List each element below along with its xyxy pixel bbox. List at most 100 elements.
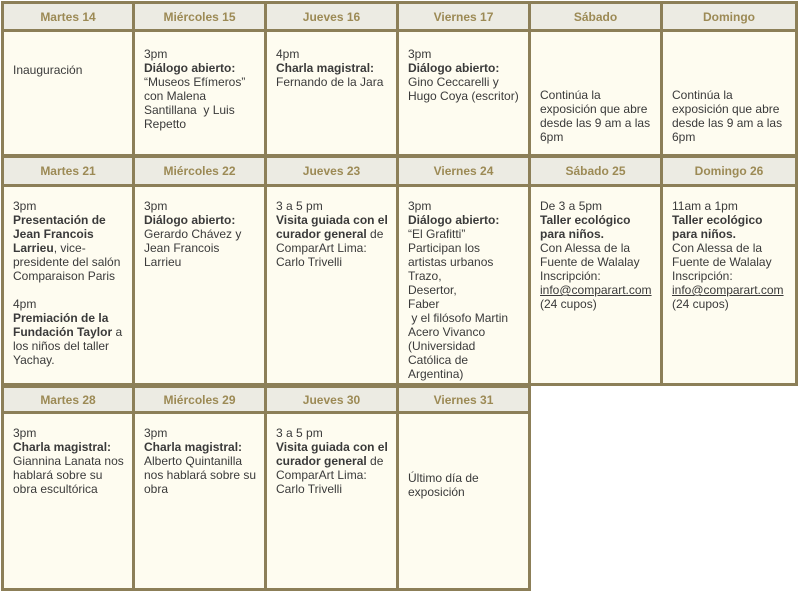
event-title: Fundación Taylor bbox=[13, 325, 113, 339]
event-text: Gino Ceccarelli y bbox=[408, 75, 499, 89]
event-line: 3pm bbox=[13, 199, 132, 213]
event-text: De 3 a 5pm bbox=[540, 199, 603, 213]
day-events: Continúa la exposición que abre desde las … bbox=[660, 29, 798, 157]
event-title: Diálogo abierto: bbox=[144, 61, 236, 75]
event-text: ComparArt Lima: bbox=[276, 468, 367, 482]
event-title: Charla magistral: bbox=[276, 61, 375, 75]
email-link[interactable]: info@comparart.com bbox=[540, 283, 652, 297]
event-line: Trazo, bbox=[408, 269, 528, 283]
event-title: para niños. bbox=[540, 227, 605, 241]
day-events: 3pm Diálogo abierto: Gerardo Chávez y Jean … bbox=[132, 184, 267, 386]
event-text: (24 cupos) bbox=[540, 297, 597, 311]
event-line: presidente del salón bbox=[13, 255, 132, 269]
event-line: Inscripción: bbox=[540, 269, 660, 283]
event-line: info@comparart.com bbox=[540, 283, 660, 297]
day-events: 3pm Diálogo abierto: “Museos Efímeros” con … bbox=[132, 29, 267, 157]
event-text: Larrieu bbox=[144, 255, 182, 269]
event-line: Participan los bbox=[408, 241, 528, 255]
event-text: obra escultórica bbox=[13, 482, 98, 496]
event-line: y el filósofo Martin bbox=[408, 311, 528, 325]
event-line: Larrieu bbox=[144, 255, 264, 269]
event-text: de bbox=[366, 227, 384, 241]
event-line: Inauguración bbox=[13, 63, 132, 77]
event-text: 3 a 5 pm bbox=[276, 199, 323, 213]
event-text: Con Alessa de la bbox=[540, 241, 631, 255]
day-events: Continúa la exposición que abre desde las … bbox=[528, 29, 663, 157]
event-text: de bbox=[366, 454, 384, 468]
event-title: curador general bbox=[276, 454, 367, 468]
event-line: Carlo Trivelli bbox=[276, 482, 396, 496]
event-line: De 3 a 5pm bbox=[540, 199, 660, 213]
email-link[interactable]: info@comparart.com bbox=[672, 283, 784, 297]
event-line: Con Alessa de la bbox=[540, 241, 660, 255]
event-text: y el filósofo Martin bbox=[408, 311, 509, 325]
event-text: 3pm bbox=[144, 47, 168, 61]
event-line: desde las 9 am a las bbox=[672, 116, 795, 130]
event-text: Argentina) bbox=[408, 367, 464, 381]
event-title: Premiación de la bbox=[13, 311, 109, 325]
event-line: para niños. bbox=[540, 227, 660, 241]
day-header: Jueves 30 bbox=[264, 385, 399, 414]
event-text: Último día de bbox=[408, 471, 479, 485]
event-text: presidente del salón bbox=[13, 255, 121, 269]
event-line: Fernando de la Jara bbox=[276, 75, 396, 89]
day-events: De 3 a 5pm Taller ecológico para niños. Con… bbox=[528, 184, 663, 386]
event-text: exposición que abre bbox=[540, 102, 648, 116]
event-line: obra bbox=[144, 482, 264, 496]
event-line: Fuente de Walalay bbox=[540, 255, 660, 269]
event-line bbox=[13, 283, 132, 297]
event-text: nos hablará sobre su bbox=[144, 468, 257, 482]
event-line: Alberto Quintanilla bbox=[144, 454, 264, 468]
event-line: Charla magistral: bbox=[13, 440, 132, 454]
event-line: Argentina) bbox=[408, 367, 528, 381]
day-header: Viernes 17 bbox=[396, 1, 531, 32]
event-text: Continúa la bbox=[540, 88, 601, 102]
event-line: Gino Ceccarelli y bbox=[408, 75, 528, 89]
event-text: Acero Vivanco bbox=[408, 325, 486, 339]
event-text: a bbox=[112, 325, 123, 339]
event-text: Continúa la bbox=[672, 88, 733, 102]
event-text: Participan los bbox=[408, 241, 481, 255]
event-text: 3pm bbox=[408, 47, 432, 61]
event-line: 3 a 5 pm bbox=[276, 199, 396, 213]
event-text: Fuente de Walalay bbox=[540, 255, 640, 269]
event-line: Continúa la bbox=[672, 88, 795, 102]
event-title: para niños. bbox=[672, 227, 737, 241]
event-line: exposición que abre bbox=[540, 102, 660, 116]
event-line: 3 a 5 pm bbox=[276, 426, 396, 440]
event-text: Fernando de la Jara bbox=[276, 75, 384, 89]
day-header: Miércoles 22 bbox=[132, 155, 267, 187]
event-line: 3pm bbox=[144, 426, 264, 440]
event-line: Desertor, bbox=[408, 283, 528, 297]
event-text: exposición bbox=[408, 485, 465, 499]
event-line: Taller ecológico bbox=[540, 213, 660, 227]
event-line: (24 cupos) bbox=[672, 297, 795, 311]
event-title: curador general bbox=[276, 227, 367, 241]
event-text: Católica de bbox=[408, 353, 469, 367]
event-line: 3pm bbox=[144, 199, 264, 213]
event-line: Comparaison Paris bbox=[13, 269, 132, 283]
event-line: “El Grafitti” bbox=[408, 227, 528, 241]
event-line: Gerardo Chávez y bbox=[144, 227, 264, 241]
event-line: Fuente de Walalay bbox=[672, 255, 795, 269]
event-line: Diálogo abierto: bbox=[144, 61, 264, 75]
event-line: Con Alessa de la bbox=[672, 241, 795, 255]
event-title: Diálogo abierto: bbox=[408, 61, 500, 75]
event-text: Inauguración bbox=[13, 63, 83, 77]
event-text: Yachay. bbox=[13, 353, 55, 367]
event-text: 4pm bbox=[276, 47, 300, 61]
event-line: Diálogo abierto: bbox=[408, 213, 528, 227]
event-text: Giannina Lanata nos bbox=[13, 454, 124, 468]
event-text: Carlo Trivelli bbox=[276, 255, 343, 269]
event-line: obra escultórica bbox=[13, 482, 132, 496]
event-text: 3pm bbox=[13, 426, 37, 440]
event-line: “Museos Efímeros” bbox=[144, 75, 264, 89]
event-text: desde las 9 am a las bbox=[672, 116, 783, 130]
event-line: 4pm bbox=[276, 47, 396, 61]
day-header: Martes 28 bbox=[1, 385, 135, 414]
day-header: Sábado bbox=[528, 1, 663, 32]
event-text: Santillana y Luis bbox=[144, 103, 235, 117]
day-header: Jueves 23 bbox=[264, 155, 399, 187]
event-text: “El Grafitti” bbox=[408, 227, 466, 241]
event-text: 3pm bbox=[144, 426, 168, 440]
